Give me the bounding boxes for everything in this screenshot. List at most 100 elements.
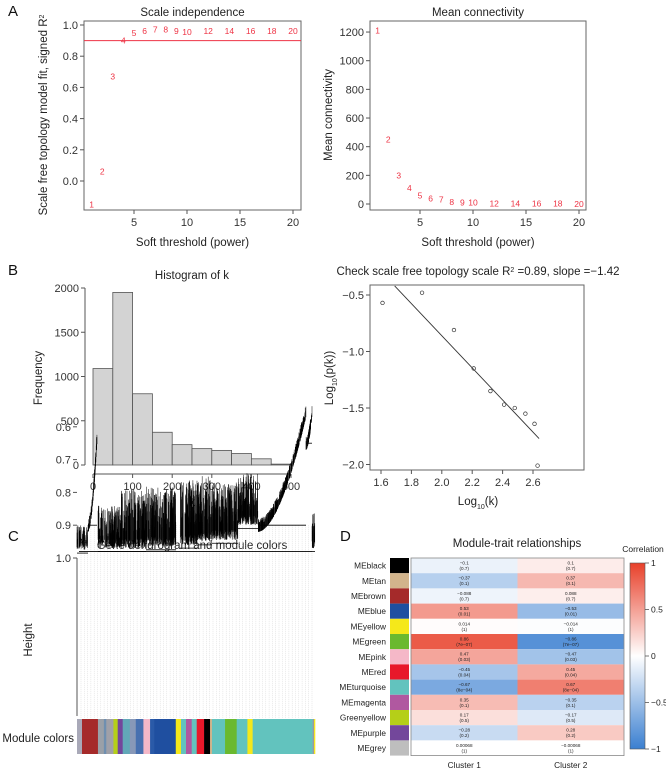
column-label: Cluster 2: [554, 760, 588, 770]
colorbar-title: Correlation: [622, 544, 664, 554]
histogram-bar: [211, 449, 233, 466]
y-tick-label: 0.2: [63, 145, 78, 157]
x-tick-label: 2.6: [525, 477, 540, 489]
point-label: 8: [163, 25, 168, 35]
point-label: 12: [203, 26, 213, 36]
heatmap-cell: [517, 618, 624, 634]
module-row-label: MEblack: [354, 561, 387, 571]
y-axis-label: Log10(p(k)): [324, 351, 339, 406]
cell-pvalue: (0.1): [566, 581, 576, 586]
y-axis-label-part: Scale free topology model fit, signed R: [38, 19, 50, 216]
cell-pvalue: (0.7): [566, 596, 576, 601]
x-axis-label-part: Log: [458, 496, 477, 508]
panel-letter-d: D: [340, 528, 351, 545]
module-swatch: [390, 618, 409, 634]
heatmap-cell: [517, 558, 624, 574]
point-label: 18: [267, 26, 277, 36]
module-row-label: MEred: [362, 667, 387, 677]
point-label: 14: [511, 199, 521, 209]
cell-correlation: 0.088: [565, 591, 577, 596]
data-point: [512, 405, 517, 411]
module-swatch: [390, 634, 409, 650]
module-color-segment: [191, 719, 198, 754]
cell-correlation: 0.014: [459, 621, 471, 626]
module-color-segment: [175, 719, 182, 754]
module-color-segment: [225, 719, 237, 754]
cell-pvalue: (1): [461, 748, 467, 753]
data-point: [451, 327, 457, 333]
heatmap-cell: [411, 603, 518, 619]
heatmap-cell: [411, 558, 518, 574]
module-swatch: [390, 740, 409, 756]
module-color-segment: [122, 719, 131, 754]
module-color-segment: [247, 719, 253, 754]
cell-correlation: −0.088: [457, 591, 472, 596]
colorbar-tick-label: 0: [651, 651, 656, 661]
heatmap-cell: [517, 603, 624, 619]
data-point: [419, 290, 425, 295]
y-tick-label: 0.8: [63, 51, 78, 63]
histogram-bar: [231, 453, 252, 466]
heatmap-cell: [411, 679, 518, 695]
module-color-segment: [129, 719, 137, 754]
cell-correlation: −0.35: [565, 697, 577, 702]
point-label: 1: [375, 26, 380, 36]
x-tick-label: 10: [467, 217, 479, 229]
point-label: 20: [574, 199, 584, 209]
x-axis-label: Soft threshold (power): [421, 237, 534, 249]
y-axis-label-part: Log: [324, 386, 336, 405]
module-color-segment: [186, 719, 193, 754]
heatmap-cell: [517, 664, 624, 680]
point-label: 6: [142, 26, 147, 36]
point-label: 7: [153, 25, 158, 35]
y-tick-label: 1.0: [56, 553, 71, 565]
point-label: 16: [532, 199, 542, 209]
module-color-segment: [204, 719, 211, 754]
cell-pvalue: (0.03): [565, 657, 577, 662]
point-label: 9: [460, 198, 465, 208]
cell-pvalue: (7e−07): [563, 642, 579, 647]
panel-letter-a: A: [8, 3, 18, 20]
point-label: 16: [246, 26, 256, 36]
heatmap-cell: [517, 679, 624, 695]
cell-correlation: 0.37: [566, 576, 575, 581]
y-axis-label-part: 2: [39, 15, 46, 19]
cell-correlation: 0.35: [460, 697, 469, 702]
module-color-segment: [97, 719, 105, 754]
y-tick-label: 1500: [55, 327, 79, 339]
module-row-label: MEpink: [358, 652, 387, 662]
colorbar: [629, 562, 646, 750]
module-swatch: [390, 679, 409, 695]
histogram-bar: [171, 444, 193, 466]
y-tick-label: 1.0: [63, 20, 78, 32]
x-tick-label: 20: [573, 217, 585, 229]
y-tick-label: −0.5: [342, 290, 364, 302]
x-tick-label: 20: [287, 217, 299, 229]
module-color-segment: [113, 719, 118, 754]
cell-pvalue: (7e−07): [456, 642, 472, 647]
module-row-label: MEbrown: [351, 591, 386, 601]
cell-correlation: −0.28: [458, 728, 470, 733]
cell-pvalue: (0.1): [566, 703, 576, 708]
colorbar-tick-label: 0.5: [651, 605, 663, 615]
point-label: 3: [110, 71, 115, 81]
y-tick-label: 0: [358, 199, 364, 211]
y-tick-label: 2000: [55, 283, 79, 295]
module-color-segment: [81, 719, 99, 754]
cell-pvalue: (0.01): [565, 612, 577, 617]
cell-correlation: −0.86: [565, 637, 577, 642]
module-color-segment: [117, 719, 123, 754]
y-axis-label: Mean connectivity: [323, 69, 335, 161]
cell-correlation: 0.86: [460, 637, 469, 642]
x-axis-label-part: 10: [477, 504, 485, 511]
module-swatch: [390, 664, 409, 680]
y-tick-label: 0: [73, 460, 79, 472]
module-swatch: [390, 694, 409, 710]
y-tick-label: 400: [346, 142, 364, 154]
heatmap-cell: [517, 588, 624, 604]
point-label: 4: [407, 183, 412, 193]
histogram-bar: [132, 393, 153, 466]
cell-correlation: −0.53: [565, 606, 577, 611]
y-tick-label: −2.0: [342, 460, 364, 472]
